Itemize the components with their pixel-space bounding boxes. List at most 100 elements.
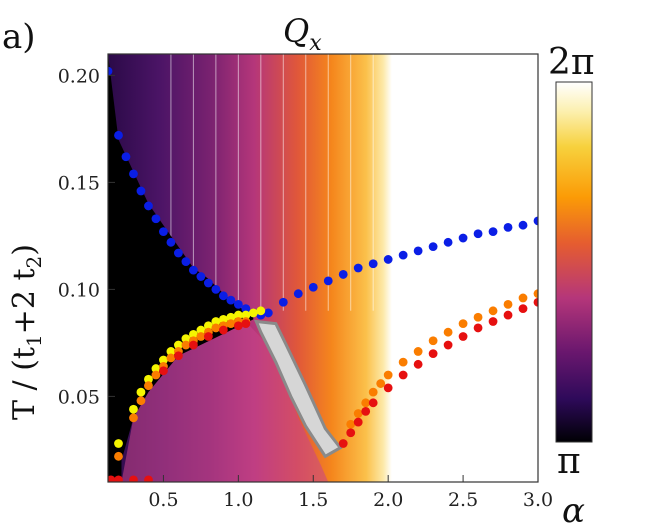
series-orange-right-point [346, 419, 356, 429]
series-yellow-point [151, 364, 161, 373]
series-red-right-point [488, 317, 498, 326]
series-yellow-point [114, 439, 123, 448]
series-blue-point [383, 255, 393, 264]
series-blue-point [413, 246, 423, 256]
chart-title: Qx [283, 12, 322, 56]
colorbar [555, 81, 593, 443]
series-red-right-point [503, 310, 513, 320]
series-red-left-point [159, 366, 168, 376]
series-yellow-point [248, 308, 258, 318]
series-blue-point [518, 220, 528, 230]
series-yellow-point [129, 404, 138, 414]
series-orange-right-point [533, 289, 538, 299]
black-region [108, 54, 254, 482]
series-orange-left-point [196, 332, 206, 341]
series-yellow-point [211, 317, 221, 326]
series-yellow-point [218, 314, 228, 324]
series-blue-point [166, 237, 176, 247]
series-blue-point [338, 270, 348, 279]
series-blue-point [121, 152, 131, 162]
series-blue-point [196, 272, 206, 281]
ylabel-sub1: 1 [22, 334, 46, 347]
series-blue-point [353, 263, 363, 273]
series-red-left-point [203, 332, 213, 341]
series-blue-point [159, 227, 168, 237]
series-blue-point [503, 222, 513, 232]
title-main: Q [283, 12, 309, 50]
series-red-right-point [398, 370, 408, 380]
series-red-right-point [346, 428, 356, 438]
x-tick-label: 2.5 [448, 489, 478, 511]
series-blue-point [211, 285, 221, 294]
series-orange-left-point [144, 381, 153, 391]
title-subscript: x [309, 31, 322, 56]
ylabel-part3: ) [7, 244, 42, 256]
series-red-left-point [108, 475, 116, 482]
series-orange-right [346, 289, 538, 429]
series-blue-point [226, 295, 236, 305]
gray-intermediate-region [253, 319, 343, 459]
series-red-left-point [241, 319, 251, 329]
x-tick-label: 1.5 [298, 489, 328, 511]
x-tick-label: 1.0 [223, 489, 253, 511]
series-red-left [108, 319, 251, 482]
series-blue-point [293, 289, 303, 299]
data-points [108, 66, 538, 482]
series-red-right-point [473, 323, 483, 333]
series-red-right-point [353, 417, 363, 427]
series-blue-point [241, 304, 251, 314]
series-yellow-point [226, 312, 236, 322]
series-orange-left-point [166, 353, 176, 363]
series-orange-right-point [488, 306, 498, 316]
series-yellow [114, 306, 266, 448]
series-orange-left-point [181, 340, 191, 350]
series-red-right-point [361, 406, 371, 416]
series-yellow-point [196, 325, 206, 335]
series-orange-right-point [383, 370, 393, 380]
series-yellow-point [166, 347, 176, 356]
series-blue-point [218, 291, 228, 301]
series-orange-left-point [129, 413, 138, 423]
series-red-right-point [533, 297, 538, 307]
series-blue-point [308, 282, 318, 292]
series-blue-point [108, 66, 113, 76]
series-yellow-point [203, 321, 213, 331]
series-red-right-point [383, 383, 393, 393]
ylabel-part1: T / (t [7, 347, 42, 420]
y-axis-label: T / (t1+2 t2) [7, 244, 46, 420]
series-orange-right-point [428, 336, 438, 346]
series-red-right-point [413, 359, 423, 369]
x-axis-ticks: 0.5 1.0 1.5 2.0 2.5 3.0 [148, 475, 553, 511]
series-orange-left-point [211, 323, 221, 333]
ylabel-sub2: 2 [22, 256, 46, 269]
series-orange-right-point [458, 319, 468, 329]
series-red-right-point [458, 332, 468, 341]
series-blue-point [174, 248, 183, 258]
series-blue-point [458, 233, 468, 243]
series-red-left-point [189, 340, 198, 350]
heatmap-area [108, 54, 538, 482]
series-orange-right-point [518, 293, 528, 303]
ylabel-part2: +2 t [7, 268, 42, 334]
series-blue-point [129, 169, 138, 179]
series-blue-point [323, 276, 333, 286]
series-red-right-point [428, 349, 438, 358]
series-red-left-point [174, 351, 183, 361]
series-red-right-point [338, 439, 348, 448]
series-orange-right-point [353, 409, 363, 418]
colorbar-min-label: π [557, 441, 581, 482]
series-blue-point [151, 214, 161, 224]
series-orange-left-point [114, 451, 123, 461]
series-blue-point [533, 216, 538, 226]
series-orange-left-point [151, 370, 161, 380]
series-yellow-point [174, 340, 183, 350]
colorbar-max-label: 2π [548, 42, 595, 83]
series-blue-point [443, 237, 453, 247]
series-blue-point [189, 265, 198, 275]
series-blue-point [203, 278, 213, 288]
y-axis-ticks: 0.05 0.10 0.15 0.20 [58, 65, 115, 408]
series-orange-right-point [361, 398, 371, 408]
series-blue-point [233, 299, 243, 309]
series-yellow-point [144, 374, 153, 384]
series-orange-right-point [398, 357, 408, 367]
